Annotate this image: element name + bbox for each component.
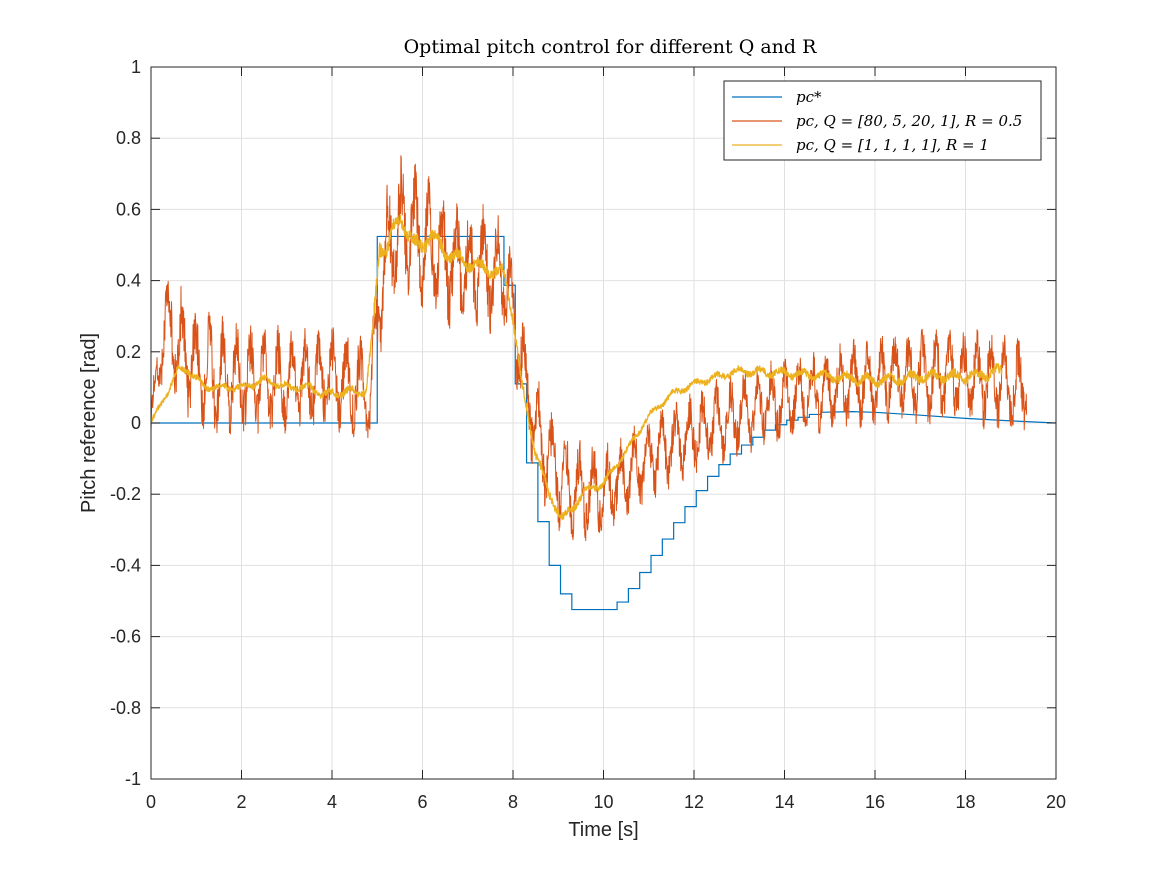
y-tick-label: 0: [131, 413, 141, 433]
x-tick-label: 4: [327, 792, 337, 812]
y-tick-label: 0.8: [116, 128, 141, 148]
y-tick-label: -1: [125, 769, 141, 789]
x-tick-label: 0: [146, 792, 156, 812]
y-tick-label: -0.2: [110, 484, 141, 504]
y-axis-label: Pitch reference [rad]: [78, 333, 100, 513]
x-tick-label: 12: [684, 792, 704, 812]
x-tick-label: 6: [417, 792, 427, 812]
y-tick-label: 1: [131, 57, 141, 77]
legend-label-1: pc, Q = [80, 5, 20, 1], R = 0.5: [796, 112, 1022, 130]
y-tick-label: -0.4: [110, 555, 141, 575]
y-tick-label: 0.4: [116, 271, 141, 291]
series-layer: [150, 155, 1057, 611]
x-tick-label: 8: [508, 792, 518, 812]
x-tick-label: 10: [593, 792, 613, 812]
y-tick-label: 0.2: [116, 342, 141, 362]
y-tick-label: 0.6: [116, 199, 141, 219]
legend-label-2: pc, Q = [1, 1, 1, 1], R = 1: [796, 136, 989, 154]
series-line-0: [151, 235, 1057, 611]
chart-title: Optimal pitch control for different Q an…: [404, 36, 817, 58]
x-tick-label: 16: [865, 792, 885, 812]
y-tick-label: -0.6: [110, 627, 141, 647]
x-tick-label: 2: [236, 792, 246, 812]
legend-label-0: pc*: [796, 88, 822, 106]
x-tick-label: 14: [774, 792, 794, 812]
x-axis-label: Time [s]: [568, 819, 638, 841]
legend: pc* pc, Q = [80, 5, 20, 1], R = 0.5 pc, Q …: [723, 80, 1042, 161]
y-tick-label: -0.8: [110, 698, 141, 718]
x-tick-label: 20: [1046, 792, 1066, 812]
x-tick-label: 18: [955, 792, 975, 812]
axis-ticks: 0 2 4 6 8 10 12 14 16 18 20 -1 -0.8 -0.6 -0.4 -0.2 0 0.2 0…: [110, 57, 1066, 812]
series-line-2: [150, 214, 1003, 521]
